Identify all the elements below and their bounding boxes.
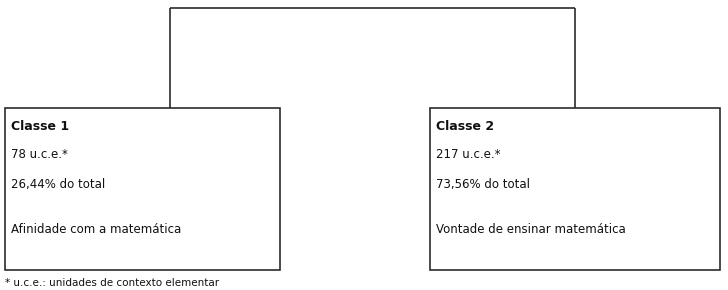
Text: 73,56% do total: 73,56% do total xyxy=(436,178,530,191)
FancyBboxPatch shape xyxy=(430,108,720,270)
Text: Classe 2: Classe 2 xyxy=(436,120,494,133)
Text: 217 u.c.e.*: 217 u.c.e.* xyxy=(436,148,501,161)
Text: Vontade de ensinar matemática: Vontade de ensinar matemática xyxy=(436,223,626,236)
Text: 78 u.c.e.*: 78 u.c.e.* xyxy=(11,148,68,161)
Text: Afinidade com a matemática: Afinidade com a matemática xyxy=(11,223,181,236)
FancyBboxPatch shape xyxy=(5,108,280,270)
Text: 26,44% do total: 26,44% do total xyxy=(11,178,106,191)
Text: Classe 1: Classe 1 xyxy=(11,120,69,133)
Text: * u.c.e.: unidades de contexto elementar: * u.c.e.: unidades de contexto elementar xyxy=(5,278,219,288)
